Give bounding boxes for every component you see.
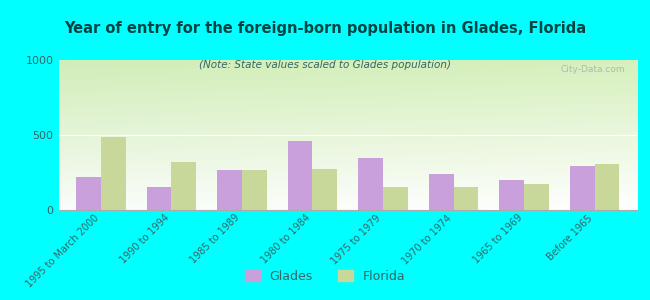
Legend: Glades, Florida: Glades, Florida <box>240 265 410 288</box>
Bar <box>454 187 478 210</box>
Bar <box>101 136 125 210</box>
Bar <box>288 141 313 210</box>
Bar <box>172 162 196 210</box>
Bar <box>524 184 549 210</box>
Text: Year of entry for the foreign-born population in Glades, Florida: Year of entry for the foreign-born popul… <box>64 21 586 36</box>
Text: City-Data.com: City-Data.com <box>561 64 625 74</box>
Bar <box>429 174 454 210</box>
Bar <box>595 164 619 210</box>
Bar <box>570 166 595 210</box>
Bar <box>499 180 524 210</box>
Bar <box>76 177 101 210</box>
Bar <box>242 169 266 210</box>
Bar <box>313 169 337 210</box>
Bar <box>358 158 383 210</box>
Bar <box>383 187 408 210</box>
Bar <box>217 170 242 210</box>
Text: (Note: State values scaled to Glades population): (Note: State values scaled to Glades pop… <box>199 60 451 70</box>
Bar <box>147 187 172 210</box>
